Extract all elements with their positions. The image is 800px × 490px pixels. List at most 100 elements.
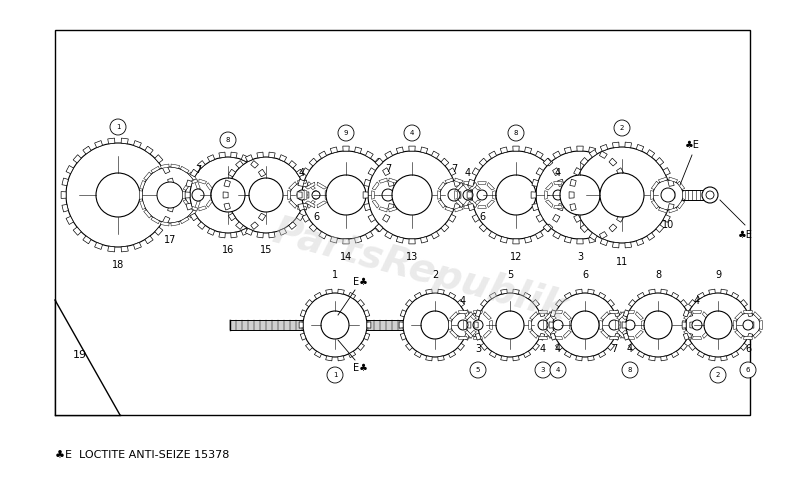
Polygon shape <box>656 224 664 232</box>
Polygon shape <box>555 343 562 350</box>
Polygon shape <box>161 221 169 226</box>
Polygon shape <box>543 158 551 166</box>
Polygon shape <box>314 351 322 358</box>
Polygon shape <box>279 155 286 162</box>
Polygon shape <box>94 243 102 249</box>
Polygon shape <box>464 182 472 185</box>
Polygon shape <box>624 192 629 198</box>
Polygon shape <box>162 217 170 224</box>
Polygon shape <box>168 204 174 212</box>
Polygon shape <box>623 333 629 340</box>
Polygon shape <box>741 343 747 350</box>
Polygon shape <box>692 311 702 314</box>
Circle shape <box>508 125 524 141</box>
Polygon shape <box>549 312 556 319</box>
Circle shape <box>228 157 304 233</box>
Polygon shape <box>698 293 705 299</box>
Polygon shape <box>478 182 486 185</box>
Circle shape <box>192 189 204 201</box>
Polygon shape <box>622 179 628 186</box>
Polygon shape <box>489 151 497 158</box>
Polygon shape <box>385 232 393 239</box>
Polygon shape <box>288 190 290 199</box>
Polygon shape <box>342 146 350 151</box>
Polygon shape <box>66 166 74 173</box>
Circle shape <box>538 320 548 330</box>
Circle shape <box>302 151 390 239</box>
Text: ♣E  LOCTITE ANTI-SEIZE 15378: ♣E LOCTITE ANTI-SEIZE 15378 <box>55 450 230 460</box>
Polygon shape <box>474 322 478 328</box>
Polygon shape <box>554 205 562 208</box>
Polygon shape <box>375 224 383 232</box>
Polygon shape <box>438 191 441 199</box>
Polygon shape <box>702 330 710 339</box>
Polygon shape <box>513 356 519 361</box>
Polygon shape <box>626 311 634 314</box>
Polygon shape <box>532 179 538 186</box>
Polygon shape <box>246 228 253 235</box>
Polygon shape <box>589 147 596 153</box>
Circle shape <box>470 362 486 378</box>
Text: 8: 8 <box>628 367 632 373</box>
Polygon shape <box>307 200 315 208</box>
Polygon shape <box>743 311 753 314</box>
Polygon shape <box>219 152 226 158</box>
Polygon shape <box>555 299 562 307</box>
Polygon shape <box>358 343 365 350</box>
FancyBboxPatch shape <box>85 191 660 199</box>
Polygon shape <box>473 183 481 190</box>
Polygon shape <box>145 236 153 244</box>
Polygon shape <box>487 200 494 207</box>
Polygon shape <box>576 356 582 361</box>
Polygon shape <box>66 217 74 224</box>
Polygon shape <box>658 208 667 213</box>
Polygon shape <box>668 179 674 186</box>
Polygon shape <box>194 201 200 210</box>
Circle shape <box>321 311 349 339</box>
Polygon shape <box>298 179 304 186</box>
Polygon shape <box>140 201 146 210</box>
Polygon shape <box>464 205 472 208</box>
Polygon shape <box>302 203 308 210</box>
Polygon shape <box>689 343 695 350</box>
Text: 4: 4 <box>556 367 560 373</box>
Text: 18: 18 <box>112 260 124 270</box>
Polygon shape <box>546 200 553 207</box>
Polygon shape <box>258 213 266 221</box>
Polygon shape <box>171 221 179 226</box>
Polygon shape <box>144 172 151 180</box>
Polygon shape <box>186 180 192 187</box>
Polygon shape <box>564 351 571 358</box>
Polygon shape <box>576 289 582 294</box>
Polygon shape <box>309 158 317 166</box>
Text: 8: 8 <box>655 270 661 280</box>
Polygon shape <box>617 322 621 328</box>
Polygon shape <box>55 300 120 415</box>
Polygon shape <box>250 161 258 168</box>
Polygon shape <box>560 192 565 198</box>
Polygon shape <box>590 149 597 157</box>
Polygon shape <box>563 183 570 190</box>
Polygon shape <box>617 168 624 175</box>
Polygon shape <box>318 151 326 158</box>
Polygon shape <box>379 207 387 212</box>
Polygon shape <box>487 183 494 190</box>
Polygon shape <box>264 180 270 187</box>
Circle shape <box>392 175 432 215</box>
Text: 12: 12 <box>510 252 522 262</box>
Polygon shape <box>455 178 463 183</box>
Polygon shape <box>375 158 383 166</box>
Polygon shape <box>501 289 507 294</box>
Polygon shape <box>580 157 588 166</box>
Circle shape <box>535 362 551 378</box>
Circle shape <box>704 311 732 339</box>
Polygon shape <box>490 320 492 330</box>
Circle shape <box>472 151 560 239</box>
Text: 6: 6 <box>313 212 319 222</box>
Circle shape <box>685 313 709 337</box>
Polygon shape <box>530 312 538 319</box>
Polygon shape <box>349 351 356 358</box>
Text: ♣E: ♣E <box>685 140 699 150</box>
Polygon shape <box>682 320 686 330</box>
Polygon shape <box>474 320 478 330</box>
